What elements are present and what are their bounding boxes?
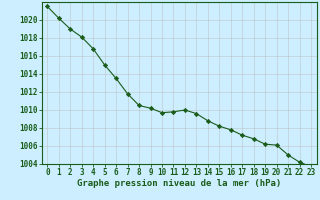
X-axis label: Graphe pression niveau de la mer (hPa): Graphe pression niveau de la mer (hPa) xyxy=(77,179,281,188)
